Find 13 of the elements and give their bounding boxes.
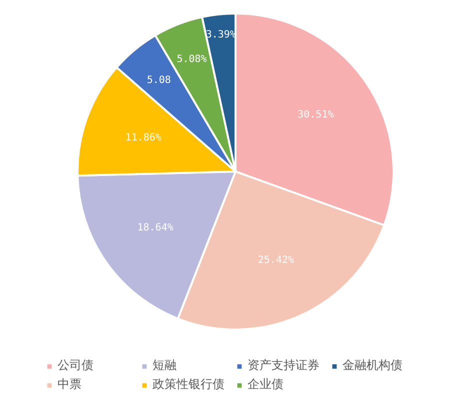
legend-label: 企业债 — [248, 376, 284, 393]
legend-label: 政策性银行债 — [152, 376, 226, 393]
data-label: 25.42% — [258, 255, 294, 266]
data-label: 11.86% — [125, 132, 162, 144]
legend-label: 资产支持证券 — [248, 357, 320, 374]
data-label: 5.08 — [146, 75, 171, 86]
data-label: 18.64% — [137, 222, 174, 234]
legend-label: 公司债 — [58, 357, 94, 374]
legend-label: 中票 — [58, 376, 82, 393]
legend-label: 短融 — [152, 357, 178, 374]
legend-label: 金融机构债 — [342, 357, 404, 374]
data-label: 30.51% — [298, 110, 334, 121]
data-label: 5.08% — [176, 54, 207, 66]
